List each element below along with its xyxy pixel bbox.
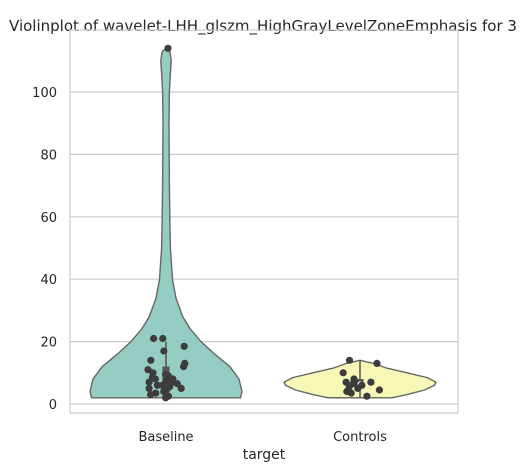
data-point	[159, 334, 167, 343]
data-point	[144, 366, 152, 374]
data-point	[342, 378, 350, 386]
grid-lines	[70, 91, 458, 405]
data-point	[350, 375, 358, 383]
data-point	[152, 389, 160, 397]
plot-frame	[69, 29, 459, 414]
data-point	[363, 392, 371, 400]
data-point	[367, 378, 375, 386]
data-point	[153, 381, 161, 389]
data-point	[147, 356, 155, 364]
data-point	[180, 342, 188, 350]
violins-group	[89, 44, 437, 402]
x-tick-label: Baseline	[138, 430, 193, 445]
data-point	[164, 44, 172, 52]
y-tick-label: 60	[40, 211, 57, 226]
data-point	[375, 386, 383, 394]
y-tick-label: 100	[32, 86, 57, 101]
y-tick-label: 20	[40, 336, 57, 351]
data-point	[160, 347, 168, 355]
y-tick-labels: 0 20 40 60 80 100	[32, 86, 57, 413]
y-tick-label: 0	[49, 398, 57, 413]
x-axis-label: target	[243, 447, 286, 463]
x-tick-labels: Baseline Controls	[138, 430, 387, 445]
y-tick-label: 40	[40, 273, 57, 288]
data-point	[161, 370, 170, 378]
data-point	[150, 334, 158, 343]
data-point	[164, 392, 172, 400]
x-tick-label: Controls	[333, 430, 387, 445]
y-tick-label: 80	[40, 148, 57, 163]
data-point	[181, 359, 189, 367]
data-point	[358, 381, 366, 389]
data-point	[339, 369, 347, 377]
data-point	[373, 359, 381, 367]
data-point	[145, 384, 153, 392]
data-point	[345, 356, 354, 364]
